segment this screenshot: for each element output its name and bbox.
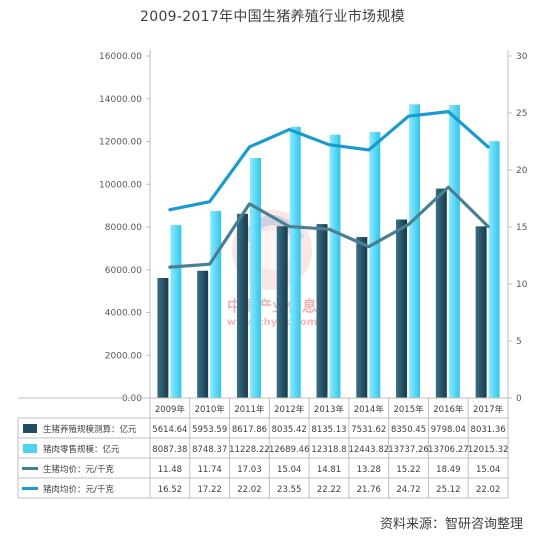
table-cell-value: 15.22: [396, 465, 420, 475]
bar-breeding-6: [396, 219, 408, 398]
bar-retail-7: [448, 105, 460, 399]
table-cell-value: 8087.38: [152, 445, 187, 455]
left-tick-label: 10000.00: [99, 180, 142, 190]
table-cell-value: 21.76: [357, 485, 381, 495]
source-note: 资料来源：智研咨询整理: [379, 517, 523, 532]
bar-retail-8: [488, 141, 500, 398]
table-cell-value: 18.49: [436, 465, 460, 475]
legend-label: 猪肉零售规模：亿元: [43, 444, 120, 455]
right-tick-label: 5: [516, 337, 522, 347]
right-tick-label: 10: [516, 280, 528, 290]
left-tick-label: 0.00: [122, 394, 142, 404]
table-cell-value: 12443.82: [348, 445, 389, 455]
table-cell-value: 11.48: [158, 465, 182, 475]
bar-breeding-7: [435, 188, 447, 398]
table-cell-value: 16.52: [158, 485, 182, 495]
table-cell-value: 9798.04: [431, 425, 466, 435]
x-tick-label: 2011年: [234, 404, 265, 415]
table-cell-value: 13.28: [357, 465, 381, 475]
right-tick-label: 0: [516, 394, 522, 404]
table-cell-value: 17.03: [237, 465, 261, 475]
table-cell-value: 13737.26: [388, 445, 429, 455]
x-tick-label: 2012年: [274, 404, 305, 415]
line-pork-price: [168, 110, 490, 212]
right-tick-label: 20: [516, 166, 528, 176]
legend-label: 生猪均价：元/千克: [43, 464, 114, 475]
table-cell-value: 8031.36: [471, 425, 506, 435]
x-tick-label: 2017年: [473, 404, 504, 415]
data-table: 2009年 2010年 2011年 2012年 2013年 2014年 2015年 2016年…: [17, 397, 509, 499]
x-tick-label: 2013年: [314, 404, 345, 415]
table-cell-value: 5614.64: [152, 425, 187, 435]
table-cell-value: 22.22: [317, 485, 341, 495]
left-tick-label: 6000.00: [105, 266, 142, 276]
legend-swatch: [23, 444, 37, 453]
x-tick-label: 2016年: [433, 404, 464, 415]
bar-retail-3: [289, 126, 301, 399]
table-cell-value: 8617.86: [232, 425, 267, 435]
table-cell-value: 22.02: [237, 485, 261, 495]
table-cell-value: 5953.59: [192, 425, 227, 435]
bar-breeding-2: [236, 213, 248, 398]
table-cell-value: 14.81: [317, 465, 341, 475]
table-cell-value: 11228.22: [229, 445, 270, 455]
x-tick-label: 2010年: [195, 404, 226, 415]
x-tick-label: 2009年: [155, 404, 186, 415]
table-cell-value: 24.72: [396, 485, 420, 495]
line-hog-price: [168, 185, 490, 269]
table-cell-value: 7531.62: [351, 425, 386, 435]
x-tick-label: 2014年: [354, 404, 385, 415]
bar-breeding-0: [157, 277, 169, 398]
lines: [168, 110, 490, 269]
legend-swatch: [23, 424, 37, 433]
left-tick-label: 12000.00: [99, 138, 142, 148]
table-cell-value: 8748.37: [192, 445, 227, 455]
table-cell-value: 22.02: [476, 485, 500, 495]
bar-breeding-3: [276, 226, 288, 398]
bar-retail-0: [170, 225, 182, 398]
left-tick-label: 2000.00: [105, 351, 142, 361]
bar-breeding-5: [356, 237, 368, 398]
table-cell-value: 12689.46: [269, 445, 310, 455]
bar-retail-2: [249, 157, 261, 398]
bar-retail-6: [409, 104, 421, 399]
table-cell-value: 17.22: [197, 485, 221, 495]
right-tick-label: 30: [516, 52, 528, 62]
chart-title: 2009-2017年中国生猪养殖行业市场规模: [140, 9, 405, 25]
x-tick-label: 2015年: [393, 404, 424, 415]
legend-label: 生猪养殖规模测算：亿元: [43, 424, 137, 435]
bar-retail-1: [210, 211, 222, 398]
left-tick-label: 14000.00: [99, 95, 142, 105]
table-cell-value: 8350.45: [391, 425, 426, 435]
left-tick-label: 4000.00: [105, 309, 142, 319]
bar-breeding-4: [316, 224, 328, 398]
table-cell-value: 15.04: [476, 465, 500, 475]
left-tick-label: 8000.00: [105, 223, 142, 233]
table-cell-value: 11.74: [197, 465, 221, 475]
right-tick-label: 25: [516, 109, 527, 119]
right-tick-label: 15: [516, 223, 527, 233]
table-cell-value: 8135.13: [311, 425, 346, 435]
table-cell-value: 12015.32: [468, 445, 509, 455]
bar-breeding-8: [475, 226, 487, 398]
table-cell-value: 23.55: [277, 485, 301, 495]
bar-retail-4: [329, 134, 341, 398]
table-cell-value: 13706.27: [428, 445, 469, 455]
table-cell-value: 8035.42: [272, 425, 307, 435]
table-cell-value: 12318.8: [311, 445, 346, 455]
table-cell-value: 25.12: [436, 485, 460, 495]
table-cell-value: 15.04: [277, 465, 301, 475]
bar-retail-5: [369, 132, 381, 398]
bars: [157, 104, 500, 399]
legend-label: 猪肉均价：元/千克: [43, 484, 114, 495]
watermark-url: www.chyxx.com: [227, 317, 317, 328]
bar-breeding-1: [197, 270, 209, 398]
left-tick-label: 16000.00: [99, 52, 142, 62]
